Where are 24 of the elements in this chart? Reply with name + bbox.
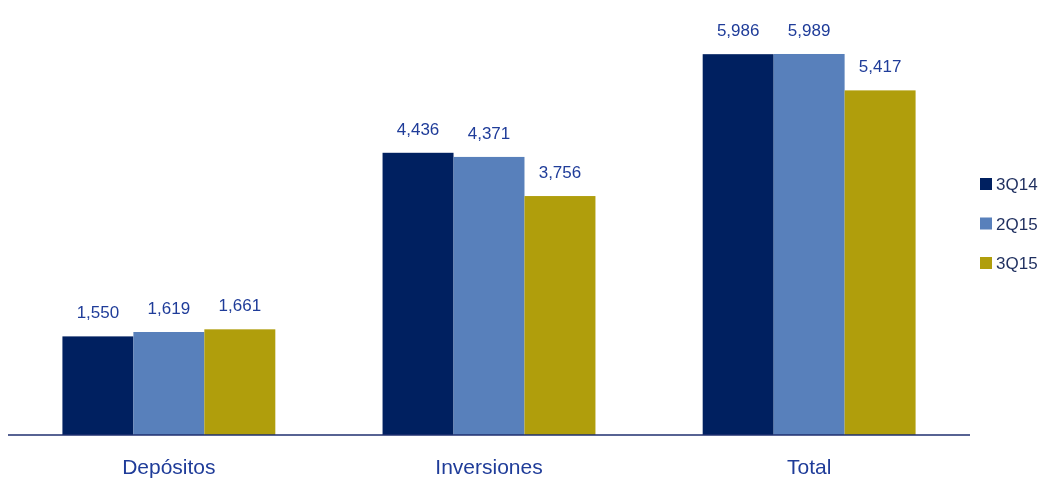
bar [133, 332, 205, 435]
data-label: 4,371 [467, 123, 511, 143]
bar [453, 156, 525, 435]
x-tick-label: Total [786, 455, 832, 478]
bar [702, 54, 774, 435]
bar [62, 336, 134, 435]
x-tick-label: Inversiones [435, 455, 543, 478]
data-label: 5,989 [787, 20, 831, 40]
bar [524, 196, 596, 435]
legend-label: 3Q14 [996, 175, 1038, 194]
bar [204, 329, 276, 435]
bar [773, 53, 845, 435]
data-label: 1,619 [147, 299, 191, 318]
legend-label: 2Q15 [996, 214, 1038, 234]
x-tick-label: Depósitos [122, 455, 216, 478]
bar [382, 152, 454, 435]
data-label: 5,417 [858, 57, 902, 77]
data-label: 4,436 [396, 119, 440, 139]
data-label: 5,986 [716, 21, 760, 41]
bar [844, 90, 916, 435]
data-label: 1,661 [218, 296, 262, 316]
data-label: 1,550 [76, 303, 120, 323]
legend-label: 3Q15 [996, 254, 1038, 273]
data-label: 3,756 [538, 163, 582, 183]
